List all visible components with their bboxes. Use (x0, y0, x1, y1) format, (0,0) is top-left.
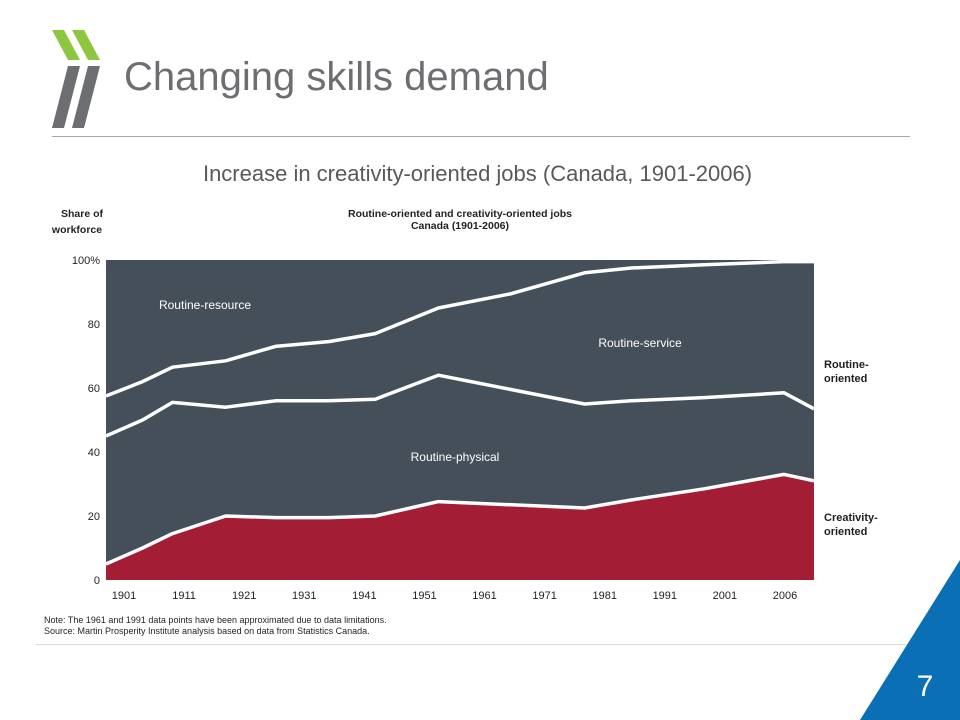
slide-title: Changing skills demand (124, 55, 549, 99)
y-tick-label: 80 (88, 319, 100, 331)
slide-subtitle: Increase in creativity-oriented jobs (Ca… (202, 161, 753, 186)
y-axis-label-line1: Share of (61, 208, 104, 220)
x-tick-label: 1991 (653, 590, 677, 602)
title-divider (52, 136, 910, 137)
x-tick-label: 1901 (112, 590, 136, 602)
y-tick-label: 20 (88, 511, 100, 523)
area-label: Routine-physical (411, 450, 500, 464)
area-label: Routine-service (598, 336, 682, 350)
x-tick-label: 1971 (532, 590, 556, 602)
y-tick-label: 100% (72, 255, 100, 267)
logo-gray-chevron (72, 66, 100, 128)
note-line: Note: The 1961 and 1991 data points have… (44, 615, 387, 625)
x-tick-label: 1911 (172, 590, 196, 602)
y-tick-label: 60 (88, 383, 100, 395)
footer-divider (36, 644, 910, 645)
x-tick-label: 2006 (773, 590, 797, 602)
y-tick-label: 40 (88, 447, 100, 459)
oecd-logo (52, 30, 100, 128)
chart-title: Routine-oriented and creativity-oriented… (348, 208, 572, 220)
x-tick-label: 1931 (292, 590, 316, 602)
x-tick-label: 1961 (472, 590, 496, 602)
logo-green-chevron (72, 30, 100, 60)
y-axis-label-line2: workforce (51, 224, 102, 236)
area-chart: Routine-oriented and creativity-oriented… (51, 208, 878, 602)
series-boundary-creativity-oriented (105, 472, 815, 566)
right-label-line2: oriented (824, 373, 867, 385)
x-tick-label: 1921 (232, 590, 256, 602)
x-tick-label: 1941 (352, 590, 376, 602)
chart-note: Note: The 1961 and 1991 data points have… (44, 615, 387, 637)
page-number: 7 (916, 670, 934, 703)
logo-green-chevron (52, 30, 80, 60)
area-label: Routine-resource (159, 298, 251, 312)
right-label-line2: oriented (824, 526, 867, 538)
x-tick-label: 1981 (592, 590, 616, 602)
corner-triangle (860, 560, 960, 720)
x-tick-label: 1951 (412, 590, 436, 602)
right-label-line1: Routine- (824, 359, 869, 371)
chart-subtitle: Canada (1901-2006) (411, 220, 509, 232)
logo-gray-chevron (52, 66, 80, 128)
x-tick-label: 2001 (713, 590, 737, 602)
series-boundary-routine-physical (105, 373, 815, 438)
right-label-line1: Creativity- (824, 512, 878, 524)
y-tick-label: 0 (94, 575, 100, 587)
source-line: Source: Martin Prosperity Institute anal… (44, 626, 370, 636)
series-boundary-routine-service (105, 259, 814, 398)
